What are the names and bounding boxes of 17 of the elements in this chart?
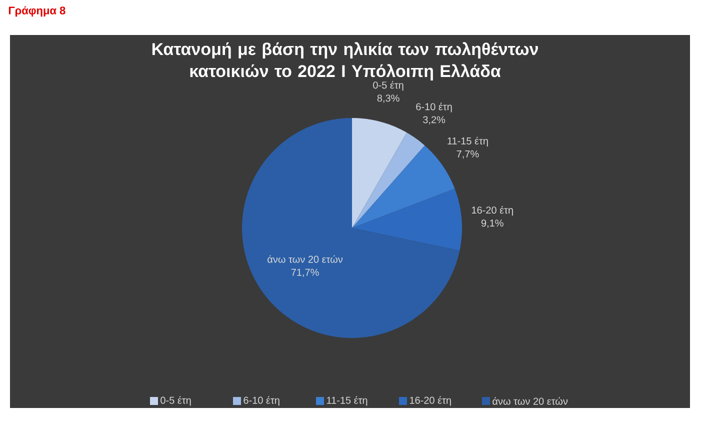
legend-label: 6-10 έτη: [244, 396, 280, 406]
data-label: 7,7%: [456, 150, 479, 159]
legend-label: άνω των 20 ετών: [492, 397, 568, 405]
chart-title: Κατανομή με βάση την ηλικία των πωληθέντων κατοικιών το 2022 Ι Υπόλοιπη Ελλάδα: [152, 42, 538, 80]
slice-label: άνω των 20 ετών: [268, 255, 343, 263]
data-label: 9,1%: [481, 220, 504, 228]
data-label: 3,2%: [423, 116, 446, 124]
slice-label: 6-10 έτη: [416, 102, 452, 112]
slice-label: 16-20 έτη: [472, 206, 513, 216]
slice-label: 0-5 έτη: [373, 81, 404, 91]
legend-label: 16-20 έτη: [410, 396, 451, 406]
legend-label: 0-5 έτη: [160, 396, 191, 406]
legend-label: 11-15 έτη: [326, 396, 368, 406]
data-label: 71,7%: [291, 268, 319, 278]
slice-label: 11-15 έτη: [448, 136, 488, 146]
data-label: 8,3%: [377, 94, 400, 103]
text: Γράφημα 8: [8, 6, 66, 17]
